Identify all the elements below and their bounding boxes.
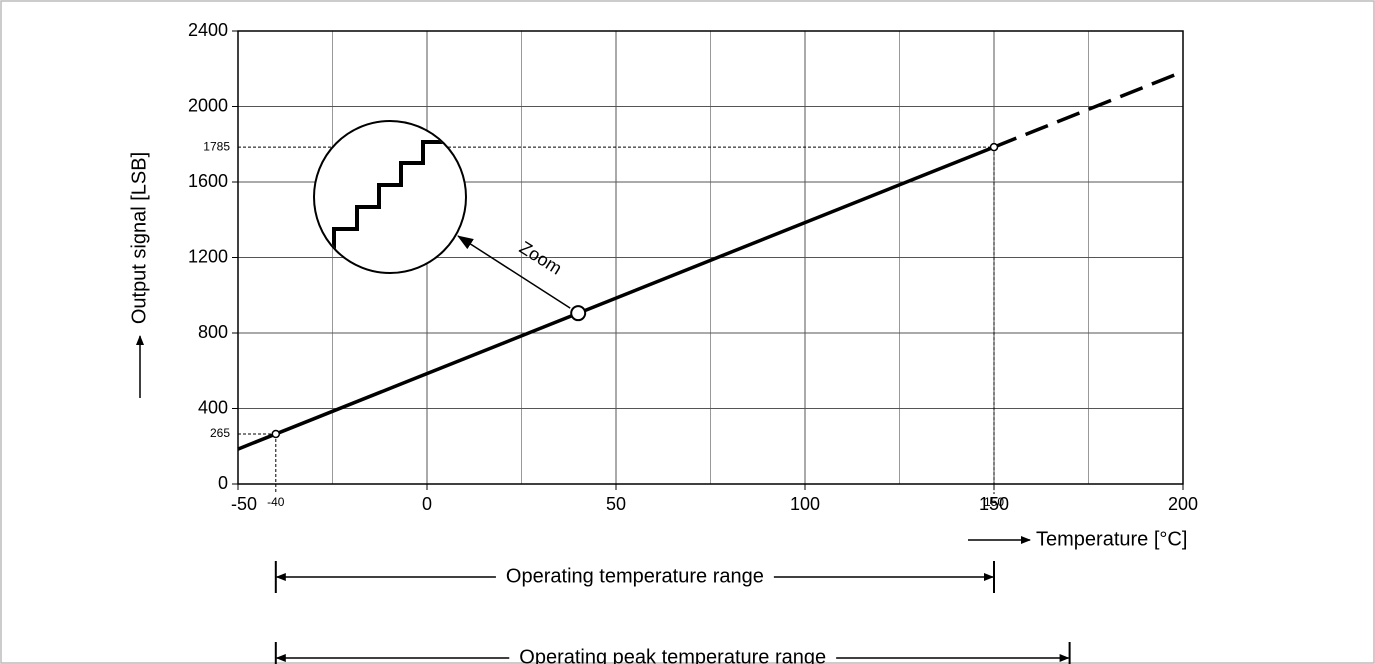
range-label: Operating peak temperature range (519, 646, 826, 664)
zoom-inset (313, 120, 467, 274)
x-tick-label: -50 (231, 494, 257, 514)
marked-point (271, 429, 281, 439)
data-line (237, 145, 995, 451)
range-label: Operating temperature range (506, 565, 764, 587)
y-tick-label: 2000 (188, 95, 228, 115)
x-axis-label: Temperature [°C] (1036, 528, 1187, 550)
y-tick-label: 2400 (188, 20, 228, 40)
y-tick-label: 800 (198, 322, 228, 342)
plot-border (237, 30, 1184, 485)
x-point-label: -40 (267, 495, 285, 509)
x-tick-label: 50 (606, 494, 626, 514)
marked-point (989, 142, 999, 152)
x-point-label: 150 (984, 495, 1004, 509)
y-point-label: 265 (210, 426, 230, 440)
zoom-arrow (457, 235, 571, 309)
zoom-circle (313, 120, 467, 274)
y-point-label: 1785 (203, 139, 230, 153)
x-tick-label: 100 (790, 494, 820, 514)
y-axis-label: Output signal [LSB] (128, 152, 150, 324)
y-tick-label: 1200 (188, 246, 228, 266)
x-tick-label: 150 (979, 494, 1009, 514)
x-tick-label: 200 (1168, 494, 1198, 514)
x-tick-label: 0 (422, 494, 432, 514)
zoom-point (570, 305, 587, 322)
staircase (332, 140, 465, 270)
y-tick-label: 1600 (188, 171, 228, 191)
y-tick-label: 0 (218, 473, 228, 493)
y-tick-label: 400 (198, 397, 228, 417)
